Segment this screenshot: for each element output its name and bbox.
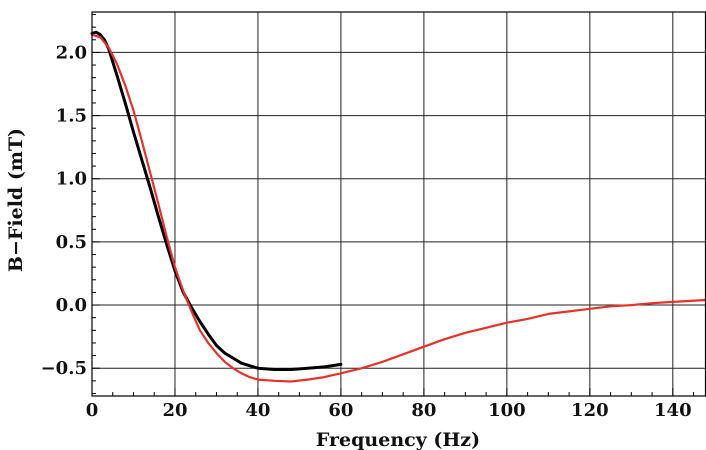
x-tick-labels: 0 20 40 60 80 100 120 140 [86, 400, 692, 421]
y-tick-label: −0.5 [41, 358, 87, 379]
series-layer [90, 30, 706, 383]
x-tick-label: 0 [86, 400, 99, 421]
grid-lines [91, 12, 706, 396]
y-axis-label: B−Field (mT) [5, 128, 27, 272]
x-tick-label: 140 [654, 400, 692, 421]
x-tick-label: 20 [162, 400, 187, 421]
tick-marks [91, 14, 695, 396]
y-tick-label: 0.5 [56, 232, 87, 253]
y-tick-labels: −0.5 0.0 0.5 1.0 1.5 2.0 [41, 42, 87, 379]
x-tick-label: 120 [571, 400, 609, 421]
x-tick-label: 60 [328, 400, 353, 421]
y-tick-label: 1.5 [56, 106, 87, 127]
x-axis-label: Frequency (Hz) [316, 429, 480, 450]
y-tick-label: 0.0 [56, 295, 87, 316]
fit-curve-line [90, 33, 706, 383]
x-tick-label: 80 [411, 400, 436, 421]
y-tick-label: 1.0 [56, 169, 87, 190]
plot-border [91, 11, 706, 397]
y-tick-label: 2.0 [56, 42, 87, 63]
x-tick-label: 100 [488, 400, 526, 421]
x-tick-label: 40 [245, 400, 270, 421]
measured-data-line [90, 30, 343, 371]
plot-frame [91, 11, 706, 397]
